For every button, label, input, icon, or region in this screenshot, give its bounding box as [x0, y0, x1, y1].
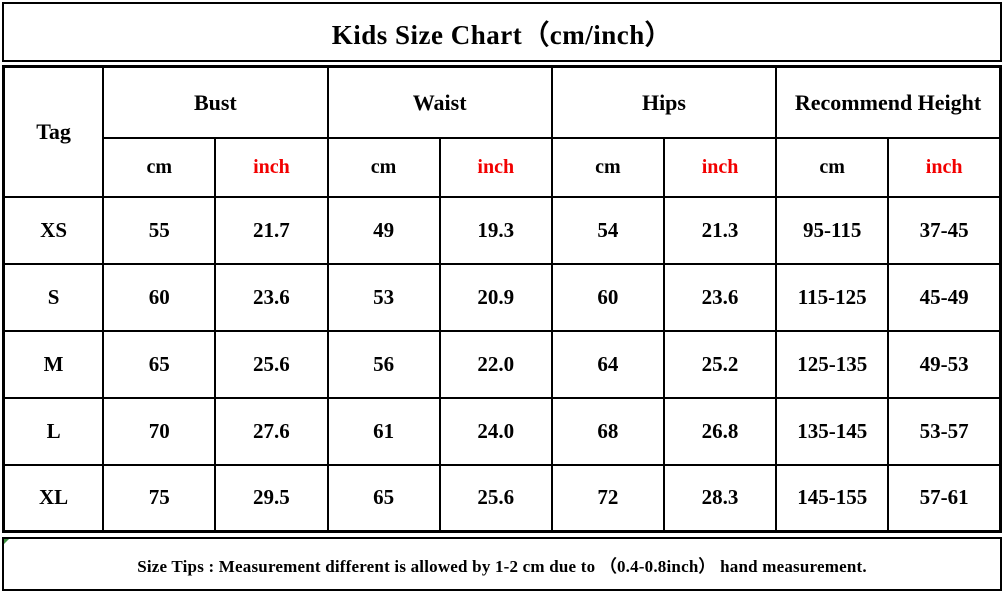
unit-header-hips-cm: cm — [550, 136, 665, 198]
unit-header-bust-cm: cm — [102, 136, 217, 198]
unit-header-waist-inch: inch — [438, 136, 553, 198]
table-row-s: S 60 23.6 53 20.9 60 23.6 115-125 45-49 — [2, 262, 1002, 332]
cell-hips-inch: 23.6 — [662, 262, 778, 332]
unit-header-waist-cm: cm — [326, 136, 441, 198]
cell-hips-cm: 72 — [550, 463, 665, 533]
size-tips-box: Size Tips : Measurement different is all… — [2, 537, 1002, 591]
cell-bust-cm: 75 — [102, 463, 217, 533]
size-tag: S — [2, 262, 105, 332]
table-row-xl: XL 75 29.5 65 25.6 72 28.3 145-155 57-61 — [2, 463, 1002, 533]
cell-waist-cm: 65 — [326, 463, 441, 533]
chart-title-box: Kids Size Chart（cm/inch） — [2, 2, 1002, 62]
cell-hips-cm: 54 — [550, 195, 665, 265]
column-header-tag: Tag — [2, 65, 105, 198]
cell-bust-cm: 65 — [102, 329, 217, 399]
table-row-l: L 70 27.6 61 24.0 68 26.8 135-145 53-57 — [2, 396, 1002, 466]
column-header-waist: Waist — [326, 65, 553, 139]
cell-hips-inch: 28.3 — [662, 463, 778, 533]
cell-height-cm: 135-145 — [775, 396, 890, 466]
cell-height-cm: 95-115 — [775, 195, 890, 265]
unit-header-bust-inch: inch — [214, 136, 329, 198]
cell-waist-inch: 24.0 — [438, 396, 553, 466]
page-title: Kids Size Chart（cm/inch） — [331, 19, 673, 50]
cell-hips-inch: 26.8 — [662, 396, 778, 466]
cell-waist-cm: 61 — [326, 396, 441, 466]
cell-waist-inch: 20.9 — [438, 262, 553, 332]
table-row-xs: XS 55 21.7 49 19.3 54 21.3 95-115 37-45 — [2, 195, 1002, 265]
cell-bust-inch: 25.6 — [214, 329, 329, 399]
cell-bust-cm: 55 — [102, 195, 217, 265]
kids-size-table: Tag Bust Waist Hips Recommend Height cm … — [2, 65, 1002, 533]
cell-height-inch: 53-57 — [887, 396, 1002, 466]
cell-waist-cm: 56 — [326, 329, 441, 399]
cell-bust-inch: 23.6 — [214, 262, 329, 332]
header-group-row: Tag Bust Waist Hips Recommend Height — [2, 65, 1002, 198]
cell-bust-cm: 60 — [102, 262, 217, 332]
cell-hips-cm: 68 — [550, 396, 665, 466]
cell-bust-inch: 29.5 — [214, 463, 329, 533]
column-header-recommend-height: Recommend Height — [775, 65, 1002, 139]
header-unit-row: cm inch cm inch cm inch cm inch — [4, 136, 1002, 198]
cell-waist-inch: 25.6 — [438, 463, 553, 533]
table-row-m: M 65 25.6 56 22.0 64 25.2 125-135 49-53 — [2, 329, 1002, 399]
unit-header-height-inch: inch — [887, 136, 1002, 198]
cell-hips-cm: 64 — [550, 329, 665, 399]
cell-height-inch: 45-49 — [887, 262, 1002, 332]
cell-bust-cm: 70 — [102, 396, 217, 466]
cell-bust-inch: 27.6 — [214, 396, 329, 466]
cell-height-inch: 57-61 — [887, 463, 1002, 533]
cell-height-cm: 115-125 — [775, 262, 890, 332]
column-header-hips: Hips — [550, 65, 778, 139]
size-tag: M — [2, 329, 105, 399]
size-tips-text: Size Tips : Measurement different is all… — [137, 556, 867, 576]
size-tag: L — [2, 396, 105, 466]
size-tag: XS — [2, 195, 105, 265]
cell-height-inch: 49-53 — [887, 329, 1002, 399]
cell-hips-cm: 60 — [550, 262, 665, 332]
size-tag: XL — [2, 463, 105, 533]
unit-header-height-cm: cm — [775, 136, 890, 198]
cell-bust-inch: 21.7 — [214, 195, 329, 265]
cell-height-cm: 125-135 — [775, 329, 890, 399]
cell-height-inch: 37-45 — [887, 195, 1002, 265]
cell-height-cm: 145-155 — [775, 463, 890, 533]
cell-waist-cm: 53 — [326, 262, 441, 332]
unit-header-hips-inch: inch — [662, 136, 778, 198]
cell-waist-inch: 22.0 — [438, 329, 553, 399]
cell-waist-cm: 49 — [326, 195, 441, 265]
cell-hips-inch: 21.3 — [662, 195, 778, 265]
column-header-bust: Bust — [102, 65, 329, 139]
cell-waist-inch: 19.3 — [438, 195, 553, 265]
green-corner-marker-icon — [4, 539, 9, 544]
cell-hips-inch: 25.2 — [662, 329, 778, 399]
